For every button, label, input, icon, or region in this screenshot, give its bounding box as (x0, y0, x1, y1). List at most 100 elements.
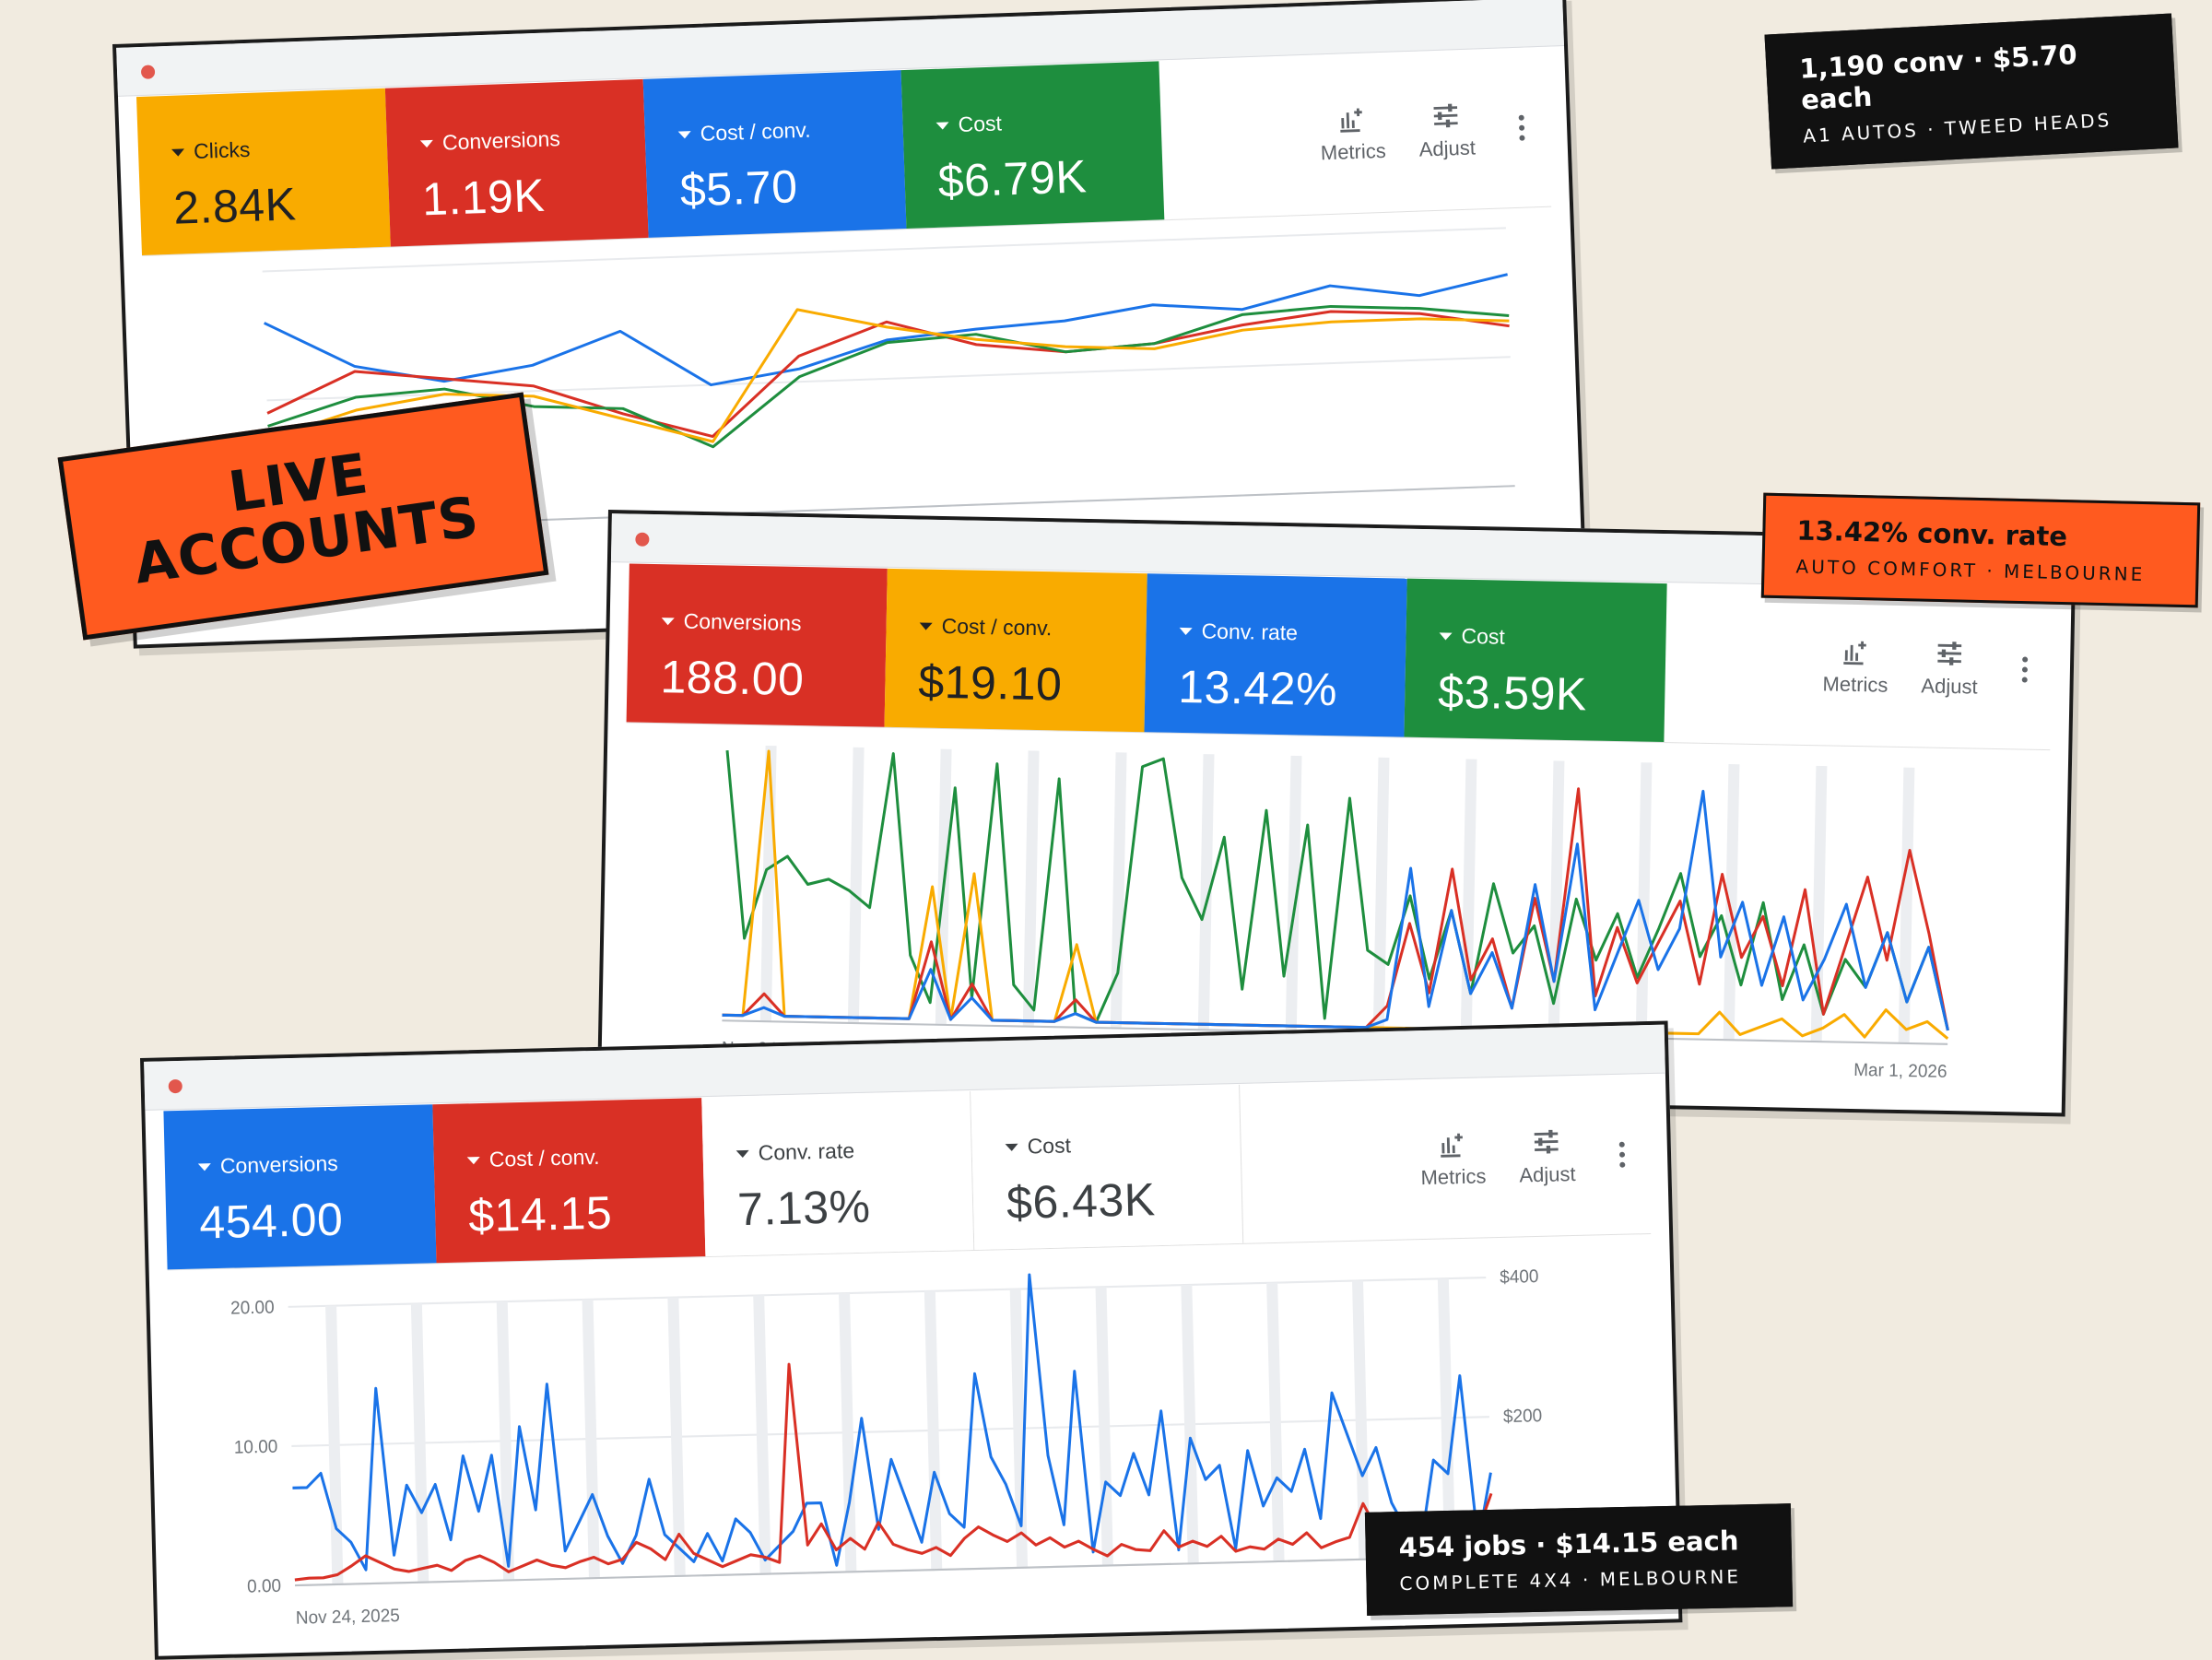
metric-tile-cost-per-conv[interactable]: Cost / conv. $19.10 (884, 568, 1147, 733)
y-tick-label: 0.00 (247, 1575, 282, 1596)
y2-tick-label: $200 (1503, 1406, 1543, 1427)
badge-headline: 13.42% conv. rate (1796, 514, 2068, 553)
weekend-band (847, 747, 865, 1024)
metrics-label: Metrics (1320, 138, 1387, 165)
metric-label: Cost (958, 111, 1003, 137)
a1-autos-badge: 1,190 conv · $5.70 each A1 AUTOS · TWEED… (1764, 13, 2179, 170)
window-dot (168, 1078, 182, 1094)
tune-icon (1433, 103, 1459, 128)
metric-tile-conversions[interactable]: Conversions 454.00 (163, 1104, 437, 1270)
chart-svg: 0.00 10.00 20.00 $200 $400 Nov 24, 2025 (230, 1266, 1543, 1629)
complete-4x4-card: Conversions 454.00 Cost / conv. $14.15 C… (140, 1020, 1683, 1660)
badge-headline: 454 jobs · $14.15 each (1398, 1525, 1739, 1564)
metric-label: Cost (1461, 623, 1506, 649)
metric-tile-cost[interactable]: Cost $6.43K (971, 1084, 1244, 1250)
add-chart-icon (1441, 1133, 1464, 1158)
x-axis (295, 1555, 1493, 1587)
caret-down-icon (1439, 631, 1453, 641)
weekend-band (410, 1303, 429, 1583)
window-dot (635, 532, 650, 547)
metric-value: $5.70 (678, 160, 799, 217)
metric-tile-cost[interactable]: Cost $6.79K (900, 61, 1165, 230)
metric-label: Conversions (219, 1150, 339, 1178)
gridline (266, 356, 1511, 402)
gridline (291, 1416, 1489, 1448)
metrics-button[interactable]: Metrics (1822, 635, 1888, 697)
weekend-band (1095, 1287, 1113, 1566)
weekend-band (1110, 752, 1127, 1029)
chart-tools: Metrics Adjust (1159, 48, 1551, 220)
caret-down-icon (1179, 627, 1193, 635)
weekend-band (753, 1295, 771, 1574)
auto-comfort-badge: 13.42% conv. rate AUTO COMFORT · MELBOUR… (1760, 492, 2201, 608)
auto-comfort-card: Conversions 188.00 Cost / conv. $19.10 C… (596, 510, 2077, 1117)
metric-label: Conversions (441, 126, 561, 155)
metric-label: Cost / conv. (941, 613, 1053, 641)
metrics-label: Metrics (1420, 1164, 1487, 1190)
metrics-button[interactable]: Metrics (1419, 1127, 1487, 1190)
x-tick-label: Nov 24, 2025 (296, 1606, 400, 1629)
chart-svg: Nov 24, 2025Mar 1, 2026 (722, 745, 1949, 1082)
more-options-icon[interactable] (1518, 114, 1525, 141)
weekend-band (325, 1305, 344, 1585)
caret-down-icon (419, 139, 434, 147)
series-line-blue (722, 789, 1949, 1031)
more-options-icon[interactable] (2021, 656, 2029, 683)
weekend-band (1437, 1278, 1456, 1558)
metric-label: Cost (1027, 1133, 1072, 1159)
weekend-band (1266, 1282, 1285, 1562)
gridline (262, 227, 1506, 273)
adjust-label: Adjust (1519, 1161, 1576, 1187)
y-tick-label: 20.00 (230, 1297, 275, 1319)
y-tick-label: 10.00 (234, 1436, 278, 1458)
metric-value: 7.13% (736, 1180, 872, 1236)
series-line-green (725, 749, 1949, 1031)
series-line-yellow (267, 308, 1510, 443)
metric-tile-conversions[interactable]: Conversions 1.19K (384, 78, 649, 247)
metric-label: Conv. rate (758, 1138, 855, 1165)
adjust-label: Adjust (1418, 135, 1477, 161)
weekend-band (1723, 764, 1740, 1041)
metric-value: $19.10 (917, 655, 1063, 711)
weekend-band (496, 1301, 515, 1581)
caret-down-icon (466, 1156, 480, 1164)
metric-value: $6.43K (1006, 1173, 1157, 1230)
series-line-blue (292, 1273, 1492, 1572)
metric-label: Clicks (193, 136, 251, 163)
caret-down-icon (935, 121, 949, 130)
metric-tile-cost[interactable]: Cost $3.59K (1404, 578, 1667, 743)
metrics-button[interactable]: Metrics (1319, 102, 1386, 165)
weekend-band (1810, 765, 1828, 1042)
metric-tile-cost-per-conv[interactable]: Cost / conv. $5.70 (642, 70, 907, 238)
caret-down-icon (919, 622, 933, 630)
metric-tile-clicks[interactable]: Clicks 2.84K (136, 88, 391, 256)
metric-tile-conv-rate[interactable]: Conv. rate 13.42% (1144, 573, 1407, 737)
metric-strip: Conversions 188.00 Cost / conv. $19.10 C… (626, 563, 2053, 751)
metric-label: Conversions (683, 608, 802, 636)
adjust-button[interactable]: Adjust (1418, 99, 1476, 161)
badge-subtitle: COMPLETE 4X4 · MELBOURNE (1399, 1565, 1742, 1595)
adjust-label: Adjust (1921, 674, 1978, 699)
chart-tools: Metrics Adjust (1664, 583, 2053, 749)
metric-tile-conversions[interactable]: Conversions 188.00 (626, 563, 888, 727)
metric-label: Cost / conv. (488, 1144, 600, 1171)
tune-icon (1937, 642, 1962, 665)
caret-down-icon (735, 1149, 749, 1158)
metric-strip: Clicks 2.84K Conversions 1.19K Cost / co… (136, 47, 1552, 257)
weekend-band (1372, 757, 1390, 1034)
adjust-button[interactable]: Adjust (1921, 637, 1978, 699)
window-dot (140, 65, 156, 79)
caret-down-icon (197, 1162, 211, 1171)
metric-tile-conv-rate[interactable]: Conv. rate 7.13% (701, 1090, 975, 1257)
adjust-button[interactable]: Adjust (1518, 1125, 1576, 1187)
more-options-icon[interactable] (1618, 1141, 1626, 1168)
metric-value: 188.00 (659, 651, 805, 706)
chart-tools: Metrics Adjust (1240, 1075, 1651, 1243)
weekend-band (1285, 755, 1302, 1032)
weekend-band (1460, 759, 1477, 1035)
metric-value: 454.00 (198, 1193, 344, 1249)
badge-subtitle: AUTO COMFORT · MELBOURNE (1795, 555, 2146, 586)
metric-value: 1.19K (421, 169, 547, 226)
metric-value: 2.84K (172, 178, 298, 234)
metric-tile-cost-per-conv[interactable]: Cost / conv. $14.15 (432, 1098, 706, 1264)
